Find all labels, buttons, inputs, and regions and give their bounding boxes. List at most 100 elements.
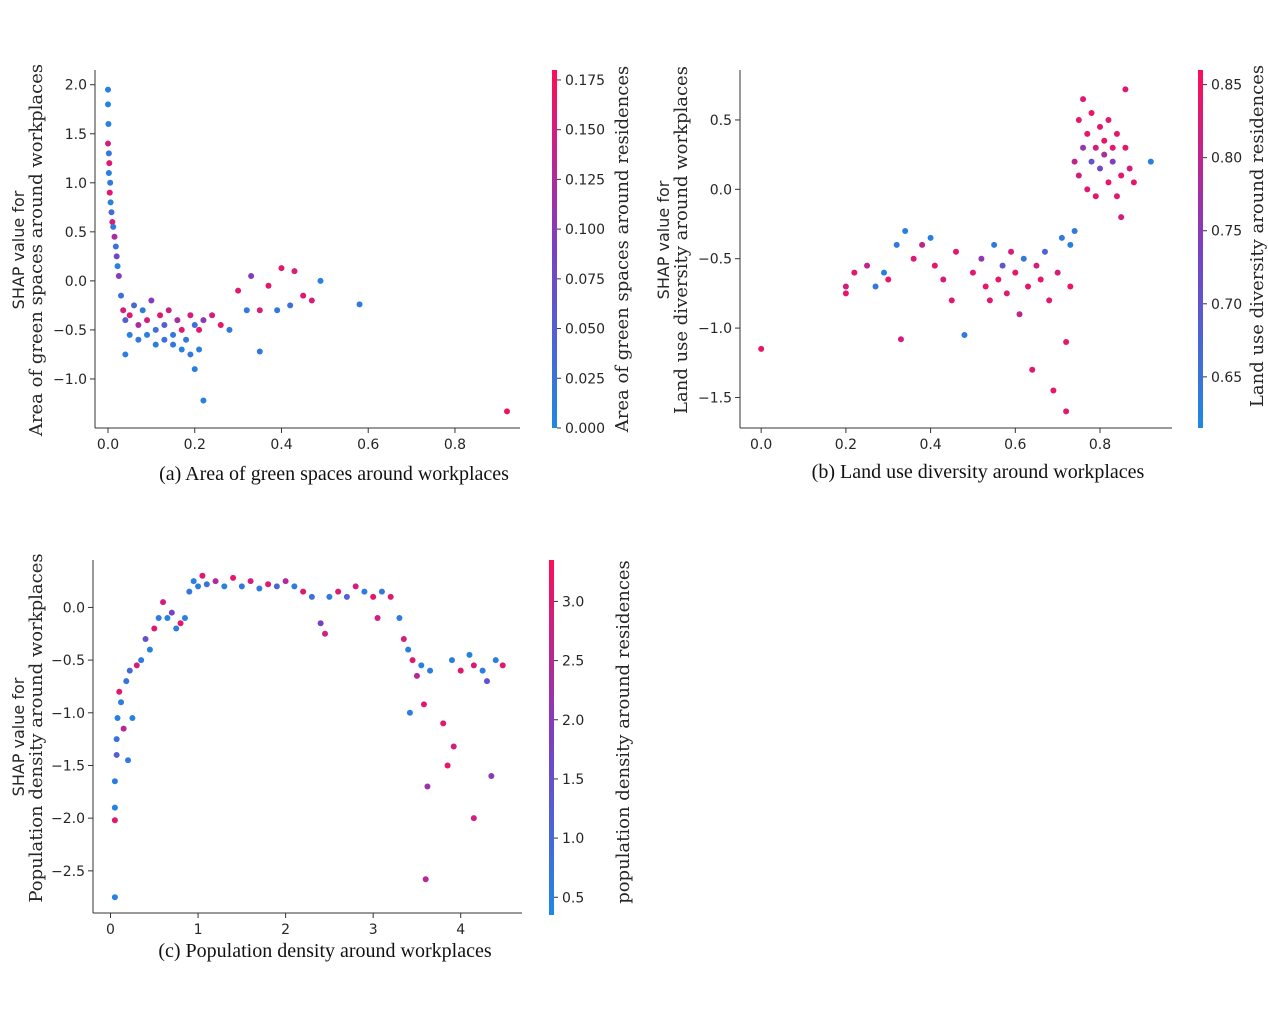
scatter-point: [1092, 144, 1099, 151]
scatter-point: [1122, 144, 1129, 151]
y-tick-label: 0.0: [710, 182, 732, 198]
scatter-point: [1101, 151, 1108, 158]
panel-b-colorbar: [1198, 70, 1203, 428]
scatter-point: [106, 189, 113, 196]
panel-c-colorbar-label: population density around residences: [613, 560, 634, 904]
scatter-point: [186, 588, 193, 595]
scatter-point: [1080, 144, 1087, 151]
scatter-point: [291, 268, 298, 275]
y-tick-label: 0.0: [65, 274, 87, 290]
scatter-point: [247, 578, 254, 585]
scatter-point: [1020, 255, 1027, 262]
scatter-point: [1080, 96, 1087, 103]
scatter-point: [1088, 158, 1095, 165]
scatter-point: [152, 326, 159, 333]
colorbar-tick-label: 0.65: [1211, 370, 1242, 386]
scatter-point: [352, 583, 359, 590]
scatter-point: [457, 667, 464, 674]
colorbar-tick-label: 0.70: [1211, 297, 1242, 313]
scatter-point: [107, 179, 114, 186]
scatter-point: [148, 297, 155, 304]
scatter-point: [265, 581, 272, 588]
panel-a-ylabel-line1: SHAP value for: [9, 190, 28, 309]
panel-c-colorbar-ticks: 0.5 1.0 1.5 2.0 2.5 3.0: [554, 594, 584, 906]
scatter-point: [221, 583, 228, 590]
scatter-point: [165, 307, 172, 314]
y-tick-label: 0.5: [65, 225, 87, 241]
scatter-point: [273, 583, 280, 590]
x-tick-label: 0.6: [1004, 437, 1026, 453]
scatter-point: [413, 672, 420, 679]
scatter-point: [144, 317, 151, 324]
scatter-point: [105, 86, 112, 93]
y-tick-label: −2.0: [51, 811, 85, 827]
scatter-point: [123, 678, 130, 685]
scatter-point: [1037, 276, 1044, 283]
x-tick-label: 0.8: [444, 437, 466, 453]
scatter-point: [133, 662, 140, 669]
x-tick-label: 2: [281, 922, 290, 938]
scatter-point: [1075, 172, 1082, 179]
x-tick-label: 0.4: [270, 437, 292, 453]
scatter-point: [146, 646, 153, 653]
panel-c-ylabel-line1: SHAP value for: [9, 677, 28, 796]
scatter-point: [1067, 241, 1074, 248]
scatter-point: [278, 265, 285, 272]
colorbar-tick-label: 0.075: [565, 272, 605, 288]
colorbar-tick-label: 1.0: [562, 831, 584, 847]
scatter-point: [187, 351, 194, 358]
y-tick-label: 0.5: [710, 113, 732, 129]
panel-a-ylabel-line2: Area of green spaces around workplaces: [26, 64, 47, 437]
scatter-point: [343, 593, 350, 600]
scatter-point: [492, 657, 499, 664]
scatter-point: [424, 783, 431, 790]
scatter-point: [897, 336, 904, 343]
scatter-point: [118, 699, 125, 706]
scatter-point: [1101, 137, 1108, 144]
scatter-point: [1097, 165, 1103, 172]
scatter-point: [226, 326, 233, 333]
scatter-point: [499, 662, 506, 669]
scatter-point: [170, 331, 177, 338]
scatter-point: [126, 312, 133, 319]
scatter-point: [1029, 366, 1036, 373]
x-tick-label: 0.2: [184, 437, 206, 453]
x-tick-label: 4: [456, 922, 465, 938]
scatter-point: [111, 778, 118, 785]
scatter-point: [105, 150, 112, 157]
scatter-point: [164, 614, 171, 621]
scatter-point: [1063, 408, 1070, 415]
scatter-point: [135, 322, 142, 329]
scatter-point: [940, 276, 947, 283]
scatter-point: [122, 351, 129, 358]
scatter-point: [1046, 297, 1053, 304]
scatter-point: [317, 620, 324, 627]
x-tick-label: 0.8: [1089, 437, 1111, 453]
colorbar-tick-label: 0.85: [1211, 78, 1242, 94]
scatter-point: [256, 585, 263, 592]
scatter-point: [114, 263, 121, 270]
scatter-point: [927, 234, 934, 241]
scatter-point: [256, 307, 263, 314]
scatter-point: [300, 292, 307, 299]
scatter-point: [131, 302, 138, 309]
scatter-point: [200, 397, 207, 404]
scatter-point: [106, 160, 113, 167]
scatter-point: [444, 762, 451, 769]
scatter-point: [387, 593, 394, 600]
scatter-point: [1092, 193, 1099, 200]
y-tick-label: −0.5: [698, 252, 732, 268]
scatter-point: [1071, 158, 1078, 165]
y-tick-label: −0.5: [53, 323, 87, 339]
scatter-point: [1012, 269, 1019, 276]
scatter-point: [969, 269, 976, 276]
scatter-point: [308, 297, 315, 304]
scatter-point: [1016, 311, 1023, 318]
scatter-point: [111, 233, 118, 240]
scatter-point: [110, 223, 117, 230]
scatter-point: [114, 715, 121, 722]
colorbar-tick-label: 2.5: [562, 654, 584, 670]
colorbar-tick-label: 3.0: [562, 594, 584, 610]
y-tick-label: 1.5: [65, 127, 87, 143]
